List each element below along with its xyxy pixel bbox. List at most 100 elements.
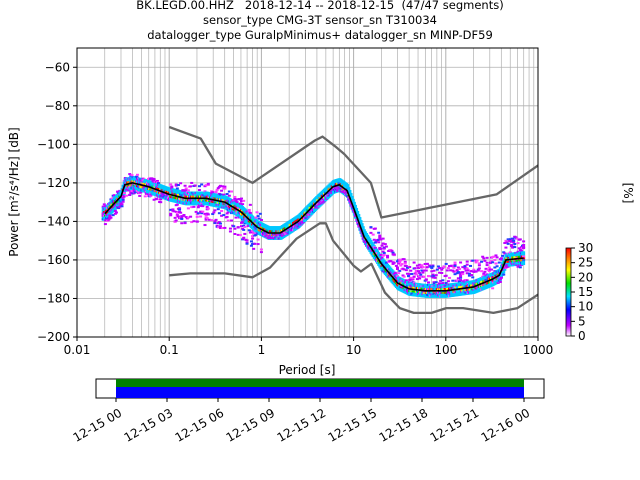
- heatmap-cell: [382, 247, 386, 250]
- coverage-tick-label: 12-15 03: [122, 406, 176, 445]
- heatmap-cell: [152, 198, 156, 201]
- heatmap-cell: [182, 214, 186, 217]
- heatmap-cell: [428, 264, 432, 267]
- heatmap-cell: [522, 262, 526, 266]
- heatmap-cell: [414, 270, 418, 273]
- heatmap-cell: [466, 269, 470, 272]
- heatmap-cell: [426, 275, 430, 278]
- heatmap-cell: [426, 281, 430, 284]
- heatmap-cell: [522, 240, 526, 243]
- heatmap-cell: [230, 190, 234, 193]
- heatmap-cell: [417, 270, 421, 273]
- heatmap-cell: [218, 184, 222, 187]
- heatmap-cell: [516, 242, 520, 245]
- heatmap-cell: [221, 227, 225, 230]
- heatmap-cell: [522, 247, 526, 250]
- heatmap-cell: [103, 219, 107, 222]
- heatmap-cell: [235, 198, 239, 201]
- heatmap-cell: [418, 272, 422, 275]
- heatmap-cell: [121, 198, 125, 201]
- heatmap-cell: [222, 193, 226, 196]
- heatmap-cell: [314, 208, 318, 211]
- heatmap-cell: [379, 238, 383, 241]
- heatmap-cell: [107, 218, 111, 221]
- heatmap-cell: [222, 214, 226, 217]
- heatmap-cell: [259, 251, 263, 254]
- heatmap-cell: [502, 251, 506, 254]
- heatmap-cell: [461, 280, 465, 283]
- heatmap-cell: [379, 255, 383, 258]
- heatmap-cell: [522, 243, 526, 246]
- heatmap-cell: [258, 212, 262, 215]
- coverage-tick-label: 12-15 09: [224, 406, 278, 445]
- heatmap-cell: [515, 237, 519, 240]
- heatmap-cell: [102, 203, 106, 206]
- heatmap-cell: [457, 268, 461, 271]
- heatmap-cell: [213, 220, 217, 223]
- heatmap-cell: [179, 211, 183, 214]
- heatmap-cell: [133, 191, 137, 194]
- heatmap-cell: [243, 232, 247, 235]
- heatmap-cell: [226, 211, 230, 214]
- heatmap-cell: [173, 220, 177, 223]
- heatmap-cell: [382, 259, 386, 263]
- heatmap-cell: [383, 243, 387, 246]
- heatmap-cell: [233, 227, 237, 230]
- heatmap-cell: [491, 287, 495, 290]
- heatmap-cell: [200, 212, 204, 215]
- heatmap-cell: [420, 269, 424, 272]
- heatmap-cell: [361, 226, 365, 229]
- heatmap-cell: [459, 276, 463, 279]
- heatmap-cell: [210, 219, 214, 222]
- y-axis-label: Power [m²/s⁴/Hz] [dB]: [7, 127, 21, 256]
- heatmap-cell: [174, 219, 178, 222]
- heatmap-cell: [498, 280, 502, 283]
- heatmap-cell: [197, 189, 201, 192]
- heatmap-cell: [502, 273, 506, 276]
- heatmap-cell: [424, 278, 428, 281]
- heatmap-cell: [192, 220, 196, 223]
- heatmap-cell: [505, 241, 509, 244]
- heatmap-cell: [456, 266, 460, 269]
- heatmap-cell: [203, 190, 207, 193]
- heatmap-cell: [446, 280, 450, 283]
- heatmap-cell: [195, 215, 199, 218]
- heatmap-cell: [453, 263, 457, 266]
- heatmap-cell: [217, 212, 221, 215]
- heatmap-cell: [390, 249, 394, 252]
- heatmap-cell: [238, 234, 242, 237]
- heatmap-cell: [470, 274, 474, 277]
- heatmap-cell: [117, 207, 121, 210]
- heatmap-cell: [392, 253, 396, 256]
- heatmap-cell: [214, 218, 218, 221]
- heatmap-cell: [155, 179, 159, 182]
- heatmap-cell: [501, 254, 505, 257]
- heatmap-cell: [240, 200, 244, 203]
- coverage-tick-label: 12-15 00: [71, 406, 125, 445]
- heatmap-cell: [211, 213, 215, 216]
- heatmap-cell: [357, 215, 361, 219]
- high-noise-model-line: [168, 125, 538, 219]
- heatmap-cell: [474, 261, 478, 264]
- heatmap-cell: [122, 195, 126, 198]
- heatmap-cell: [112, 208, 116, 211]
- heatmap-cell: [220, 193, 224, 196]
- heatmap-cell: [201, 205, 205, 208]
- heatmap-cell: [248, 203, 252, 206]
- heatmap-cell: [494, 262, 498, 265]
- coverage-tick-label: 12-15 12: [275, 406, 329, 445]
- colorbar-tick-label: 30: [578, 241, 593, 255]
- heatmap-cell: [206, 183, 210, 186]
- heatmap-cell: [500, 257, 504, 260]
- heatmap-cell: [407, 275, 411, 278]
- heatmap-cell: [422, 269, 426, 272]
- heatmap-cell: [183, 184, 187, 187]
- heatmap-cell: [113, 207, 117, 210]
- heatmap-cell: [175, 214, 179, 217]
- heatmap-cell: [353, 206, 357, 210]
- heatmap-cell: [469, 264, 473, 267]
- heatmap-cell: [110, 211, 114, 214]
- heatmap-cell: [409, 269, 413, 272]
- heatmap-cell: [240, 225, 244, 228]
- heatmap-cell: [186, 216, 190, 219]
